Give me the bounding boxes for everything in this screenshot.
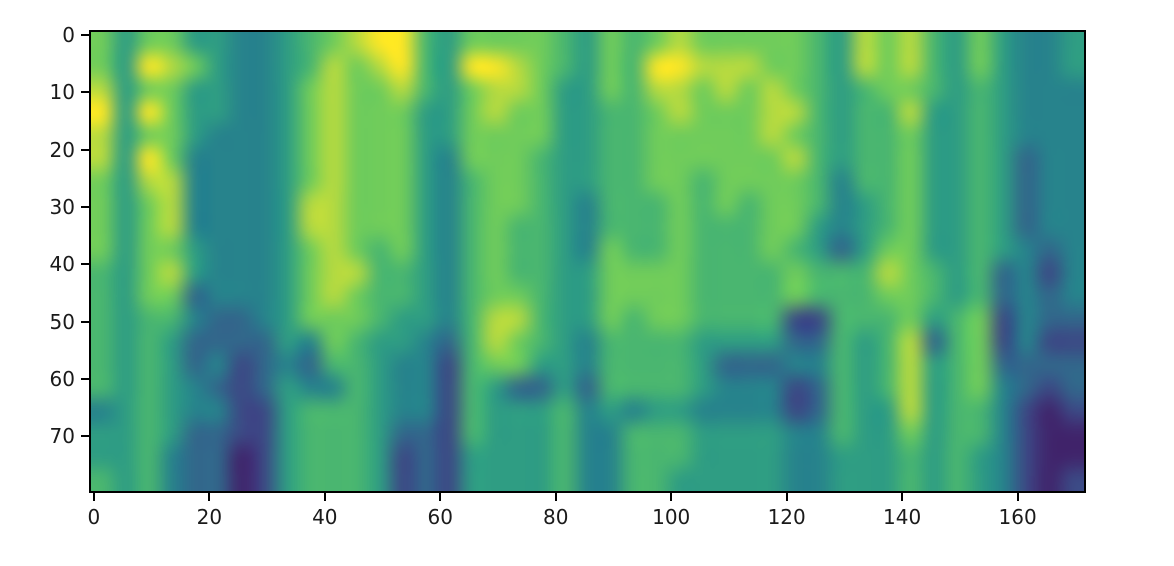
y-tick-mark xyxy=(81,148,89,151)
y-tick-mark xyxy=(81,320,89,323)
y-tick-mark xyxy=(81,263,89,266)
y-tick-label: 0 xyxy=(62,22,75,47)
y-tick-mark xyxy=(81,33,89,36)
y-tick-label: 50 xyxy=(49,309,75,334)
x-tick-label: 60 xyxy=(427,505,454,529)
x-tick-label: 120 xyxy=(767,505,806,529)
x-tick-mark xyxy=(554,493,557,501)
x-tick-label: 140 xyxy=(883,505,922,529)
y-tick-label: 60 xyxy=(49,367,75,392)
x-tick-label: 100 xyxy=(652,505,691,529)
x-tick-mark xyxy=(670,493,673,501)
x-tick-mark xyxy=(1016,493,1019,501)
x-tick-label: 80 xyxy=(543,505,569,529)
y-tick-mark xyxy=(81,378,89,381)
y-tick-label: 70 xyxy=(49,424,75,449)
x-tick-mark xyxy=(785,493,788,501)
y-tick-mark xyxy=(81,435,89,438)
spectrogram-image xyxy=(91,32,1084,491)
x-tick-label: 0 xyxy=(87,505,101,529)
x-tick-mark xyxy=(208,493,211,501)
y-tick-mark xyxy=(81,205,89,208)
y-tick-label: 20 xyxy=(49,137,75,162)
x-tick-mark xyxy=(92,493,95,501)
y-tick-mark xyxy=(81,91,89,94)
y-tick-label: 10 xyxy=(49,80,75,105)
x-tick-mark xyxy=(323,493,326,501)
y-tick-label: 30 xyxy=(49,194,75,219)
x-tick-label: 40 xyxy=(312,505,338,529)
x-tick-mark xyxy=(439,493,442,501)
x-tick-mark xyxy=(901,493,904,501)
y-tick-label: 40 xyxy=(49,252,75,277)
x-tick-label: 20 xyxy=(196,505,223,529)
x-tick-label: 160 xyxy=(998,505,1037,529)
